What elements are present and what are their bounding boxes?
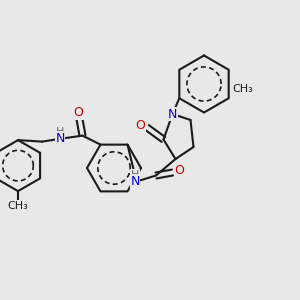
Text: O: O — [136, 118, 145, 132]
Text: O: O — [174, 164, 184, 178]
Text: H: H — [131, 170, 139, 180]
Text: N: N — [55, 132, 65, 145]
Text: N: N — [130, 175, 140, 188]
Text: CH₃: CH₃ — [232, 84, 253, 94]
Text: CH₃: CH₃ — [8, 200, 29, 211]
Text: N: N — [168, 107, 177, 121]
Text: H: H — [56, 127, 64, 137]
Text: O: O — [74, 106, 83, 119]
